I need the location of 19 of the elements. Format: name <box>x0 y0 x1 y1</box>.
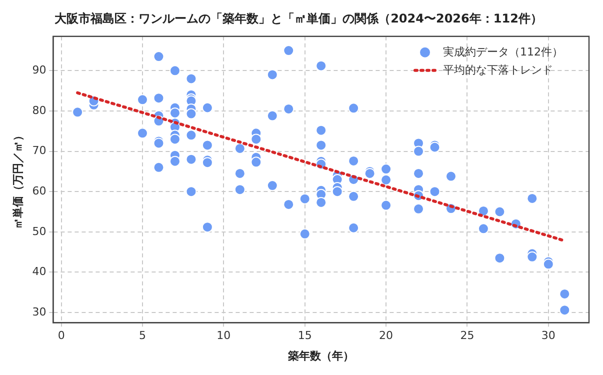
x-tick-label: 25 <box>460 329 474 342</box>
x-tick-label: 5 <box>139 329 146 342</box>
x-tick-label: 30 <box>541 329 556 342</box>
legend-label: 平均的な下落トレンド <box>443 63 554 76</box>
x-axis-title: 築年数（年） <box>287 349 354 362</box>
x-tick-label: 10 <box>216 329 231 342</box>
y-tick-label: 90 <box>32 64 46 77</box>
x-tick-label: 0 <box>58 329 65 342</box>
y-tick-label: 60 <box>32 184 46 198</box>
legend-label: 実成約データ（112件） <box>443 45 564 58</box>
y-tick-label: 40 <box>32 265 46 278</box>
y-tick-label: 50 <box>32 224 46 238</box>
x-tick-label: 20 <box>379 329 394 342</box>
y-tick-label: 30 <box>32 305 46 318</box>
x-tick-label: 15 <box>298 329 312 342</box>
y-tick-label: 80 <box>32 104 46 117</box>
chart-title: 大阪市福島区：ワンルームの「築年数」と「㎡単価」の関係（2024〜2026年：112件） <box>54 11 542 26</box>
y-axis-title: ㎡単価（万円／㎡） <box>11 130 24 229</box>
y-tick-label: 70 <box>32 144 46 158</box>
